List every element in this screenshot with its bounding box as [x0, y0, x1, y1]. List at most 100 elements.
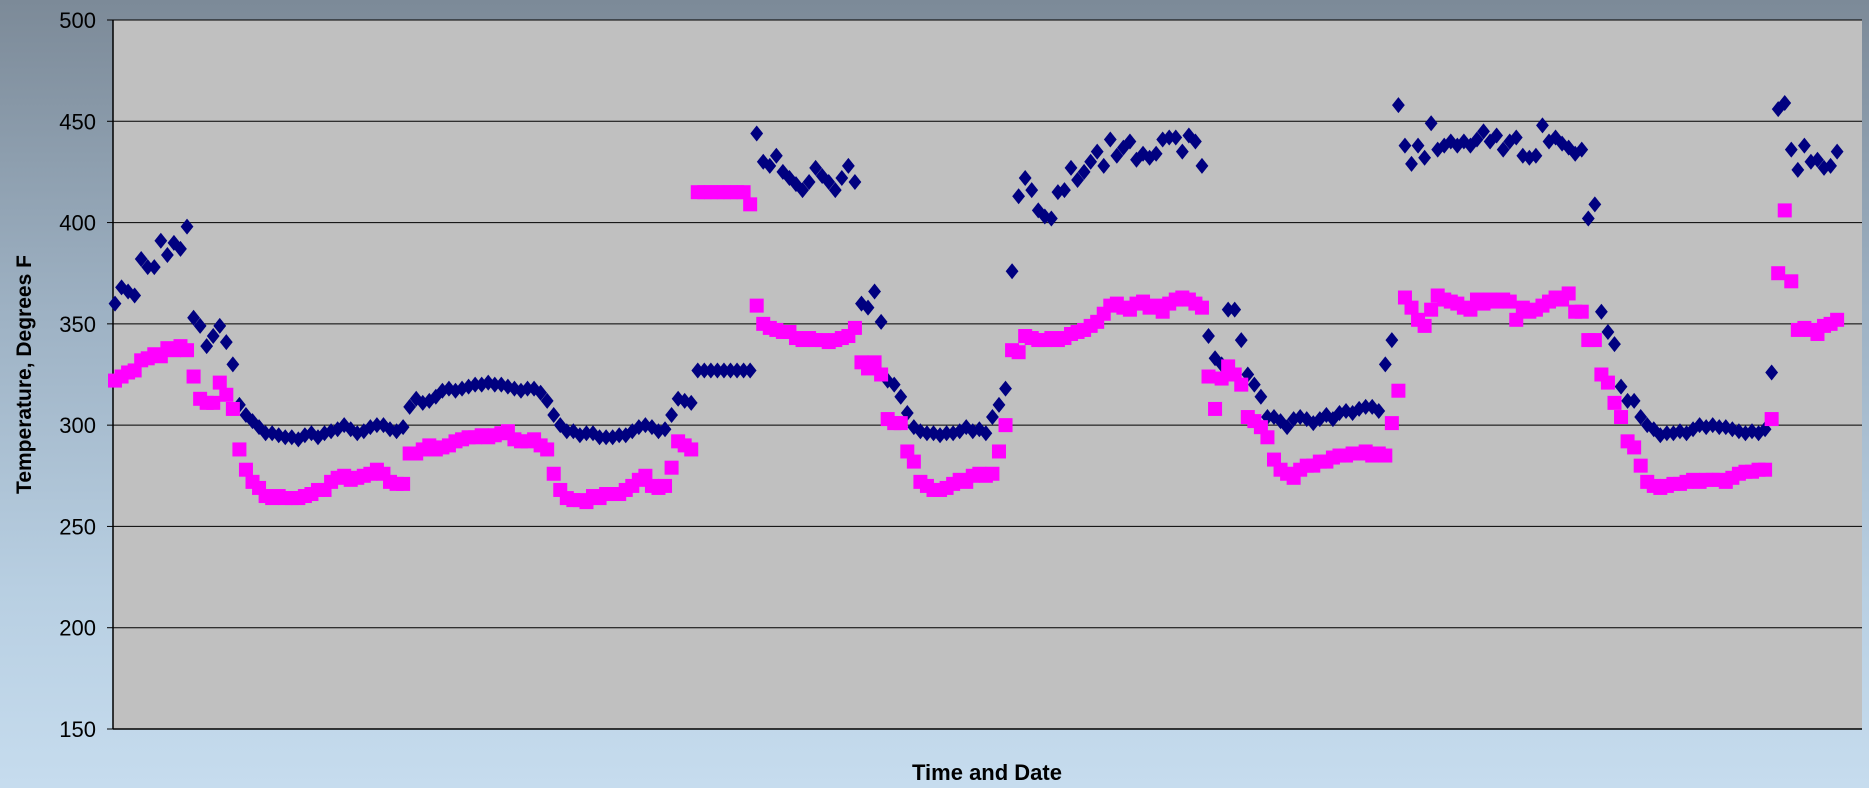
y-axis-title: Temperature, Degrees F [13, 255, 36, 494]
data-point-square [238, 462, 253, 477]
data-point-diamond [1804, 153, 1818, 170]
data-point-diamond [213, 317, 227, 334]
data-point-diamond [992, 396, 1006, 413]
data-point-square [684, 442, 699, 457]
data-point-diamond [809, 159, 823, 176]
data-point-square [736, 185, 751, 200]
data-point-diamond [711, 362, 724, 379]
data-point-diamond [1699, 419, 1713, 436]
data-point-square [1404, 300, 1419, 315]
data-point-square [985, 466, 1000, 481]
data-point-square [1600, 375, 1615, 390]
data-point-diamond [769, 147, 783, 164]
data-point-square [180, 343, 195, 358]
data-point-diamond [121, 283, 135, 300]
data-point-diamond [1280, 419, 1294, 436]
data-point-square [664, 460, 679, 475]
data-point-square [1607, 395, 1622, 410]
data-point-square [1208, 401, 1223, 416]
data-point-diamond [1103, 131, 1117, 148]
data-point-diamond [1634, 409, 1648, 426]
data-point-diamond [1359, 398, 1373, 415]
data-point-diamond [593, 429, 606, 446]
y-tick-label: 250 [59, 514, 96, 539]
data-point-diamond [599, 429, 613, 446]
data-point-diamond [350, 425, 364, 442]
data-point-diamond [1725, 421, 1739, 438]
data-point-diamond [1267, 409, 1281, 426]
data-point-diamond [115, 279, 128, 296]
data-point-square [1417, 318, 1432, 333]
data-point-square [1587, 333, 1602, 348]
series-layer [108, 95, 1845, 510]
data-point-diamond [1149, 145, 1163, 162]
data-point-diamond [743, 362, 757, 379]
data-point-diamond [1581, 210, 1595, 227]
data-point-diamond [1719, 419, 1733, 436]
data-point-diamond [1411, 137, 1425, 154]
data-point-diamond [841, 157, 855, 174]
data-point-square [1011, 345, 1026, 360]
data-point-diamond [1771, 101, 1785, 118]
data-point-diamond [612, 427, 626, 444]
y-tick-label: 350 [59, 312, 96, 337]
data-point-square [991, 444, 1006, 459]
data-point-diamond [1202, 328, 1215, 345]
data-point-diamond [141, 259, 155, 276]
data-point-diamond [1555, 135, 1569, 152]
data-point-diamond [1758, 421, 1772, 438]
data-point-diamond [796, 182, 809, 199]
data-point-square [1627, 440, 1642, 455]
data-point-square [225, 401, 240, 416]
data-point-square [1561, 286, 1576, 301]
data-point-diamond [1686, 421, 1700, 438]
data-point-diamond [684, 394, 698, 411]
data-point-diamond [1352, 400, 1366, 417]
data-point-diamond [154, 232, 168, 249]
data-point-diamond [1123, 133, 1137, 150]
data-point-diamond [868, 283, 881, 300]
data-point-diamond [108, 295, 122, 312]
data-point-diamond [291, 431, 305, 448]
data-point-diamond [691, 362, 705, 379]
data-point-diamond [828, 182, 842, 199]
data-point-diamond [540, 392, 554, 409]
data-point-diamond [1110, 147, 1124, 164]
data-point-diamond [1621, 392, 1634, 409]
data-point-diamond [1516, 147, 1530, 164]
data-point-diamond [1739, 425, 1752, 442]
data-point-diamond [147, 259, 161, 276]
data-point-diamond [1830, 143, 1844, 160]
data-point-square [1784, 274, 1799, 289]
data-point-square [1502, 294, 1517, 309]
data-point-diamond [1228, 301, 1242, 318]
data-point-square [1764, 412, 1779, 427]
data-point-square [749, 298, 764, 313]
data-point-square [232, 442, 247, 457]
data-point-diamond [488, 376, 502, 393]
data-point-square [1574, 304, 1589, 319]
data-point-diamond [1018, 170, 1032, 187]
data-point-square [540, 442, 555, 457]
data-point-diamond [1195, 157, 1209, 174]
data-point-diamond [874, 313, 888, 330]
data-point-square [1758, 462, 1773, 477]
data-point-diamond [337, 417, 351, 434]
data-point-square [219, 387, 234, 402]
data-point-diamond [1182, 127, 1196, 144]
y-tick-label: 300 [59, 413, 96, 438]
data-point-diamond [1044, 210, 1058, 227]
data-point-square [1384, 416, 1399, 431]
data-point-diamond [259, 425, 273, 442]
data-point-diamond [1784, 141, 1798, 158]
data-point-diamond [1765, 364, 1779, 381]
data-point-diamond [200, 338, 214, 355]
data-point-square [1260, 430, 1275, 445]
y-tick-label: 450 [59, 109, 96, 134]
data-point-square [1633, 458, 1648, 473]
data-point-diamond [1817, 159, 1831, 176]
data-point-square [1378, 448, 1393, 463]
data-point-diamond [1824, 157, 1837, 174]
data-point-diamond [1287, 411, 1301, 428]
data-point-diamond [724, 362, 737, 379]
